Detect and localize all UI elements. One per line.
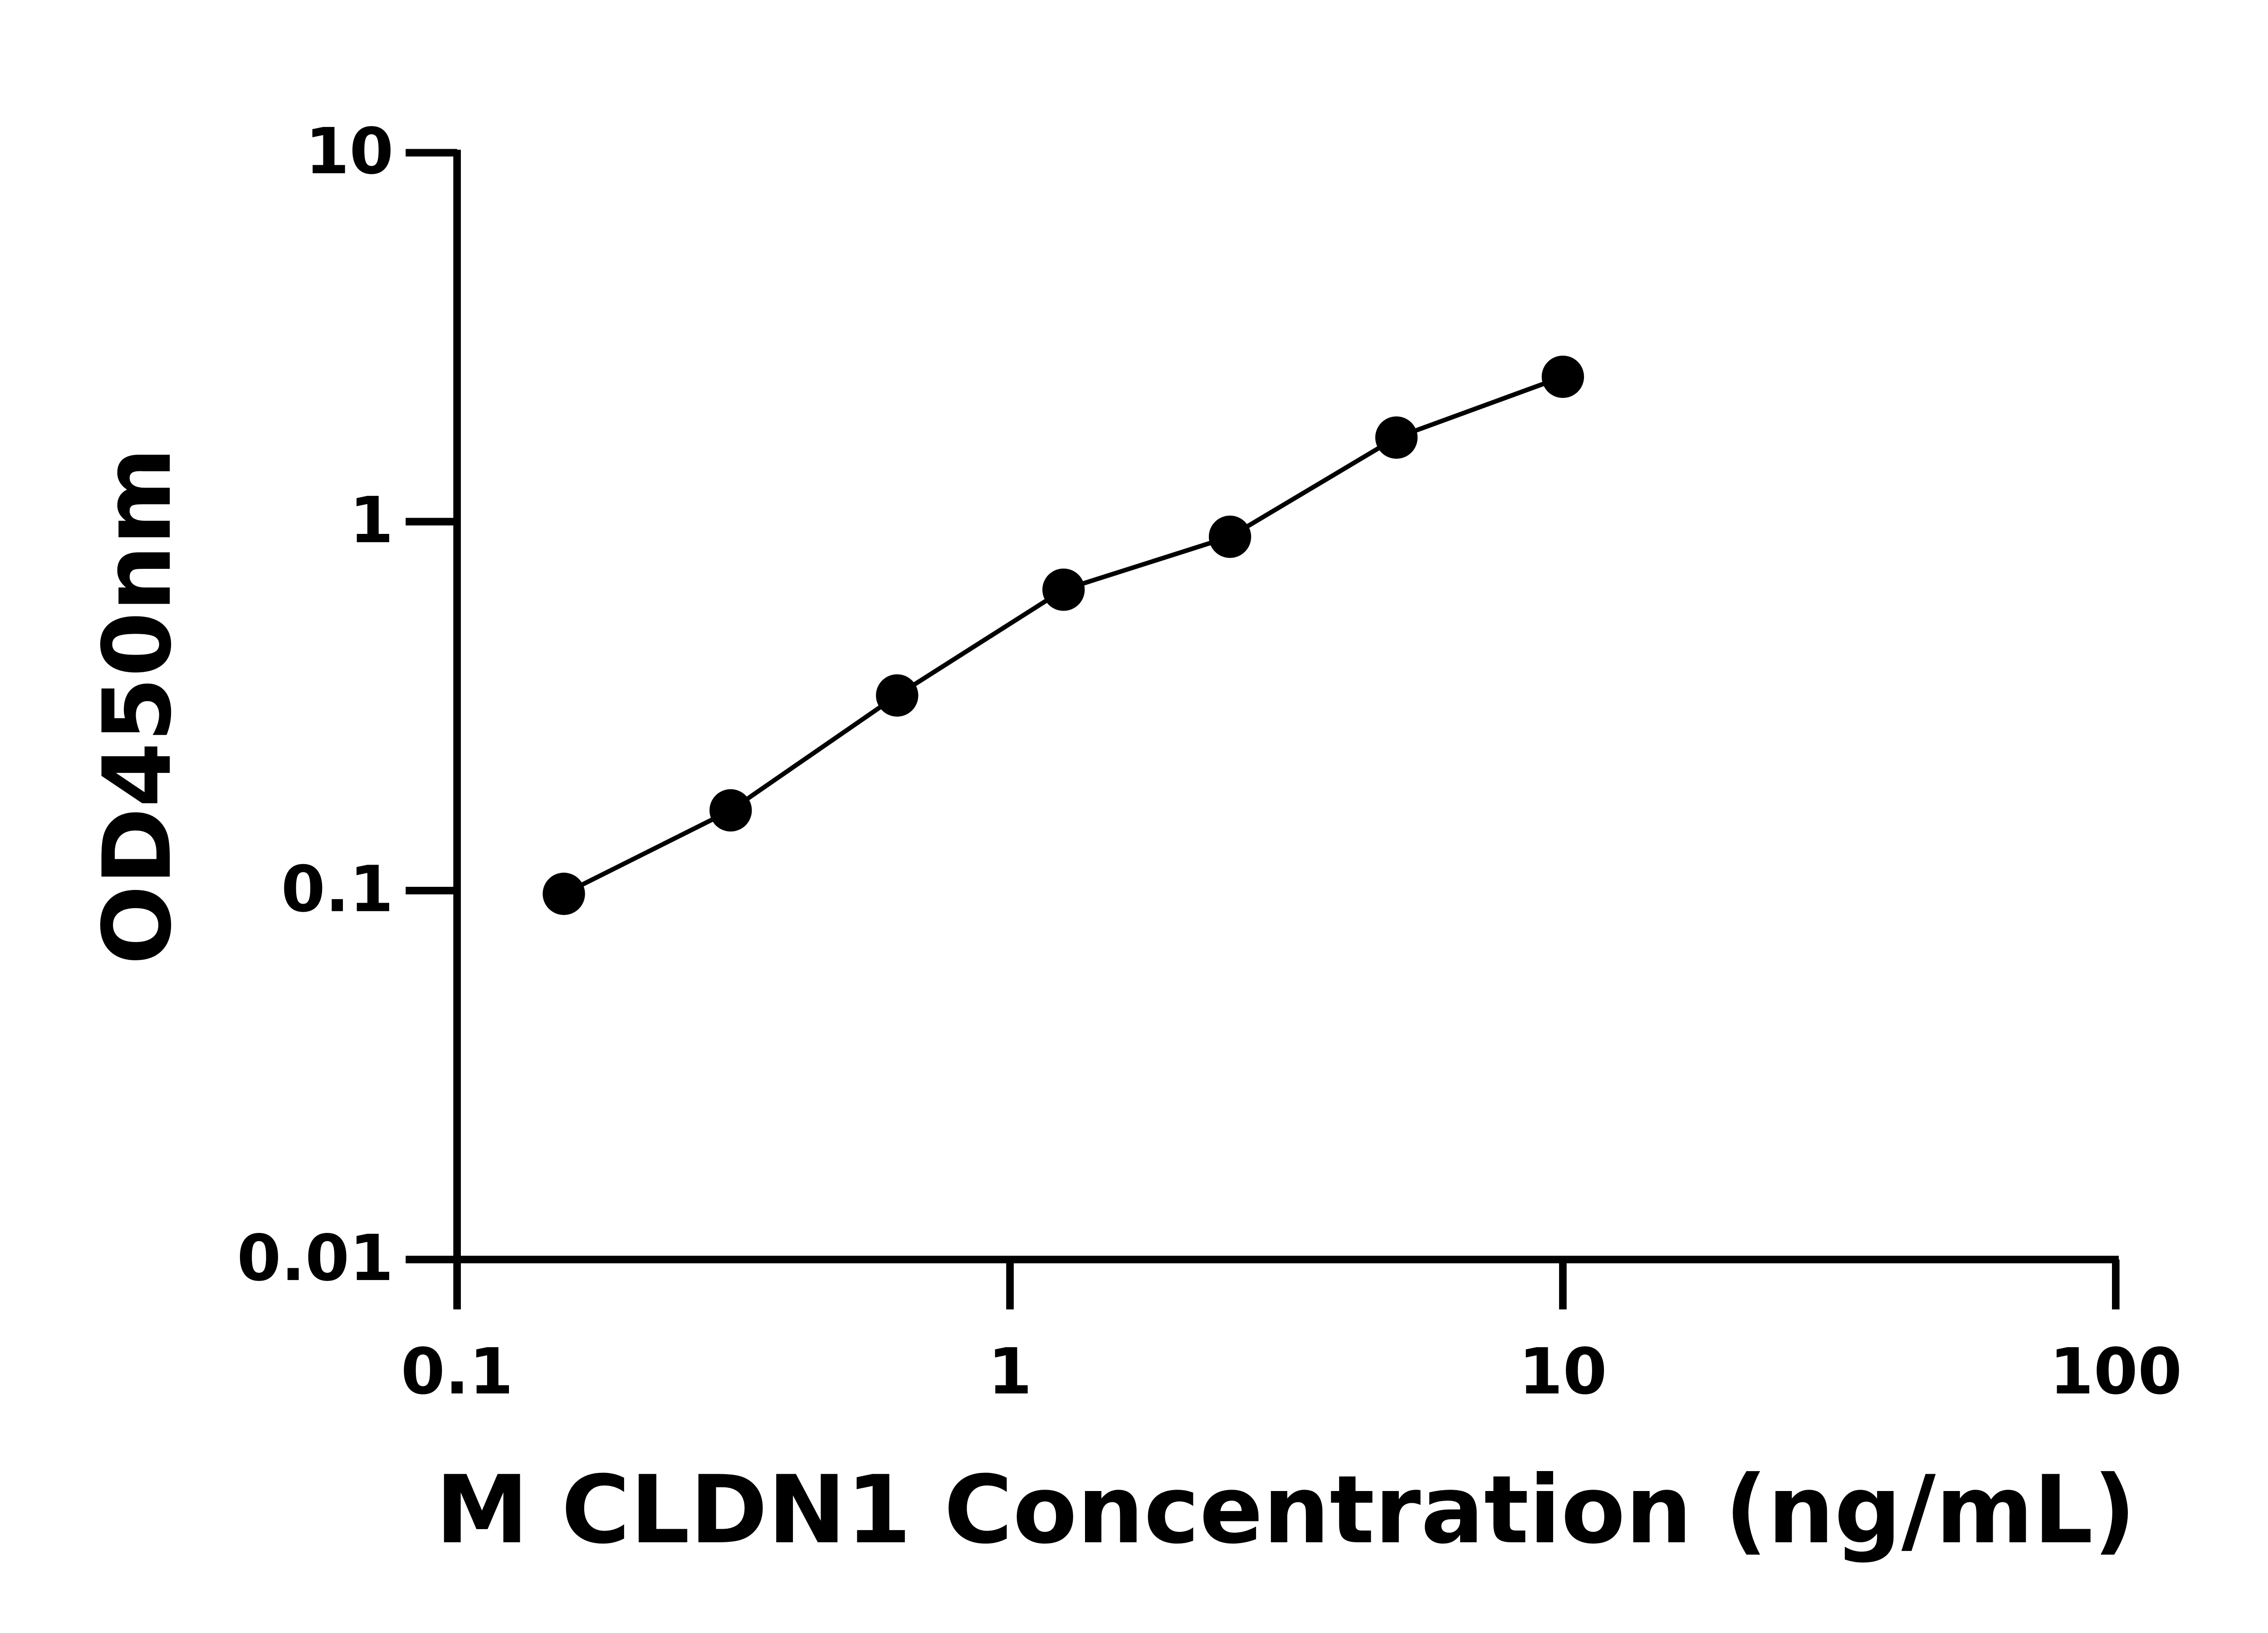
x-tick-label: 100 — [2049, 1335, 2182, 1409]
data-point — [543, 872, 585, 915]
y-tick-label: 1 — [349, 484, 393, 557]
data-point — [1042, 568, 1085, 611]
y-axis-title: OD450nm — [83, 447, 192, 965]
x-axis-title: M CLDN1 Concentration (ng/mL) — [435, 1455, 2136, 1565]
data-point — [709, 789, 752, 832]
data-point — [876, 674, 919, 717]
x-tick-label: 1 — [988, 1335, 1032, 1409]
y-tick-label: 0.1 — [281, 853, 394, 927]
y-tick-label: 10 — [305, 115, 394, 189]
data-point — [1541, 355, 1584, 398]
x-tick-label: 10 — [1519, 1335, 1607, 1409]
data-point — [1208, 515, 1251, 558]
y-tick-label: 0.01 — [237, 1222, 393, 1296]
x-tick-label: 0.1 — [401, 1335, 513, 1409]
data-point — [1375, 416, 1418, 459]
